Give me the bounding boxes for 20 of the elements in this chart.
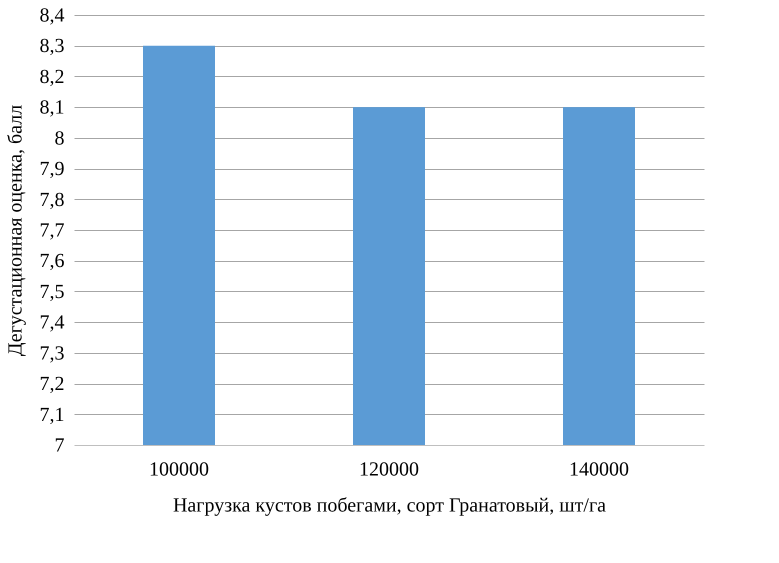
y-tick-label: 7,3 <box>40 342 64 364</box>
y-tick-label: 7,4 <box>40 312 64 334</box>
y-tick-label: 7,6 <box>40 250 64 272</box>
x-tick-label: 140000 <box>569 458 629 480</box>
y-tick-label: 8,2 <box>40 66 64 88</box>
x-axis-title: Нагрузка кустов побегами, сорт Гранатовый, шт/га <box>172 494 606 516</box>
y-tick-label: 7,9 <box>40 158 64 180</box>
y-tick-label: 8,4 <box>40 4 64 26</box>
x-tick-label: 120000 <box>359 458 419 480</box>
y-tick-label: 8,1 <box>40 96 64 119</box>
y-tick-label: 8,3 <box>40 35 64 58</box>
y-tick-label: 7,2 <box>40 373 64 396</box>
y-tick-label: 7,5 <box>40 280 64 303</box>
y-tick-label: 7 <box>54 434 64 456</box>
y-tick-label: 7,7 <box>40 220 64 242</box>
y-tick-label: 8 <box>54 127 64 150</box>
y-axis-title: Дегустационная оценка, балл <box>4 104 26 356</box>
x-tick-label: 100000 <box>149 458 209 480</box>
y-tick-label: 7,8 <box>40 188 64 211</box>
y-tick-label: 7,1 <box>40 404 64 426</box>
